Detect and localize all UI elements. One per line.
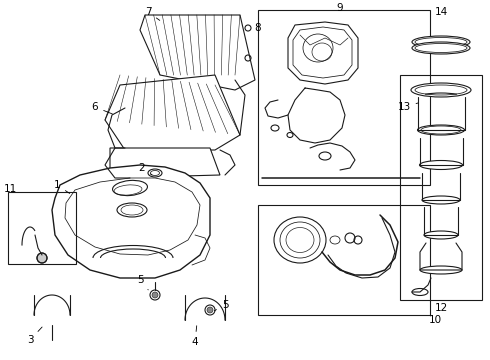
Ellipse shape: [422, 196, 460, 204]
Text: 7: 7: [145, 7, 160, 21]
Polygon shape: [52, 165, 210, 278]
Polygon shape: [140, 15, 255, 90]
Bar: [258, 205, 430, 315]
Circle shape: [207, 307, 213, 313]
Ellipse shape: [330, 236, 340, 244]
Circle shape: [37, 253, 47, 263]
Ellipse shape: [412, 36, 470, 48]
Circle shape: [152, 292, 158, 298]
Text: 5: 5: [137, 275, 148, 290]
Text: 9: 9: [337, 3, 343, 13]
Text: 5: 5: [215, 300, 228, 311]
Ellipse shape: [271, 125, 279, 131]
Ellipse shape: [412, 42, 470, 54]
Text: 14: 14: [434, 7, 448, 17]
Text: 2: 2: [139, 163, 152, 175]
Ellipse shape: [420, 266, 462, 274]
Text: 4: 4: [192, 326, 198, 347]
Ellipse shape: [419, 161, 463, 170]
Ellipse shape: [113, 180, 147, 195]
Text: 6: 6: [92, 102, 112, 114]
Text: 11: 11: [3, 184, 17, 194]
Text: 13: 13: [397, 102, 418, 112]
Text: 3: 3: [26, 327, 42, 345]
Ellipse shape: [411, 83, 471, 97]
Text: 12: 12: [434, 303, 448, 313]
Ellipse shape: [417, 125, 465, 135]
Polygon shape: [288, 22, 358, 84]
Ellipse shape: [274, 217, 326, 263]
Ellipse shape: [287, 132, 293, 138]
Ellipse shape: [148, 169, 162, 177]
Text: 8: 8: [255, 23, 261, 33]
Text: 10: 10: [428, 315, 441, 325]
Bar: [258, 10, 430, 185]
Bar: [8, 192, 76, 264]
Text: 1: 1: [54, 180, 70, 193]
Bar: [400, 75, 482, 300]
Ellipse shape: [319, 152, 331, 160]
Ellipse shape: [424, 231, 458, 239]
Ellipse shape: [412, 288, 428, 296]
Polygon shape: [110, 148, 220, 178]
Polygon shape: [105, 75, 240, 150]
Ellipse shape: [117, 203, 147, 217]
